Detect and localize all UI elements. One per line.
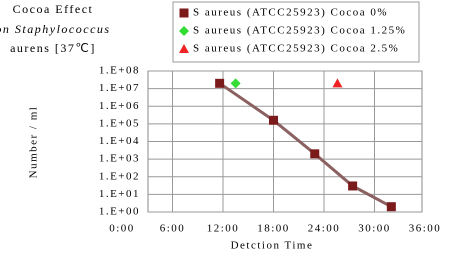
y-tick-label: 1.E+01 — [99, 188, 140, 200]
legend-label: S aureus (ATCC25923) Cocoa 0% — [193, 7, 388, 19]
x-tick-label: 18:00 — [257, 223, 290, 235]
x-axis-label: Detction Time — [231, 240, 314, 252]
marker — [332, 78, 343, 88]
marker — [230, 78, 241, 89]
x-tick-label: 30:00 — [358, 223, 391, 235]
legend-label: S aureus (ATCC25923) Cocoa 1.25% — [193, 25, 406, 37]
y-tick-label: 1.E+02 — [99, 170, 140, 182]
chart-title: Cocoa Effect — [13, 2, 94, 16]
x-tick-label: 12:00 — [207, 223, 240, 235]
y-tick-label: 1.E+00 — [99, 206, 140, 218]
x-tick-label: 36:00 — [409, 223, 442, 235]
y-axis-label: Number / ml — [28, 106, 40, 179]
marker — [269, 115, 278, 125]
y-tick-label: 1.E+08 — [99, 65, 140, 77]
chart-title: on Staphylococcus — [0, 22, 111, 36]
y-tick-label: 1.E+07 — [99, 82, 140, 94]
x-tick-label: 6:00 — [160, 223, 186, 235]
y-tick-label: 1.E+04 — [99, 135, 140, 147]
legend-label: S aureus (ATCC25923) Cocoa 2.5% — [193, 43, 399, 55]
marker — [310, 149, 320, 159]
legend-marker — [179, 44, 189, 53]
x-tick-label: 0:00 — [109, 223, 135, 235]
x-tick-label: 24:00 — [308, 223, 341, 235]
legend-marker — [179, 8, 189, 18]
y-tick-label: 1.E+05 — [99, 117, 140, 129]
marker — [386, 202, 396, 212]
y-tick-label: 1.E+03 — [99, 153, 140, 165]
marker — [348, 181, 358, 191]
chart-title: aurens [37℃] — [10, 41, 96, 55]
y-tick-label: 1.E+06 — [99, 100, 140, 112]
marker — [215, 78, 225, 88]
legend-marker — [179, 26, 189, 36]
legend-box — [172, 1, 420, 63]
